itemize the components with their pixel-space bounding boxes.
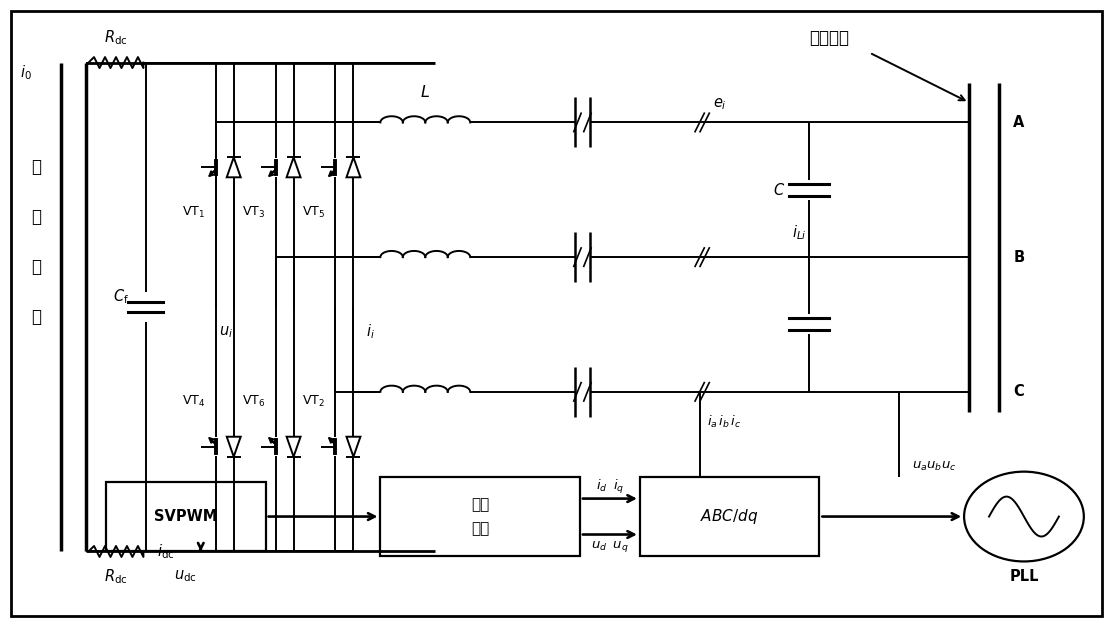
Text: $\mathrm{VT}_5$: $\mathrm{VT}_5$ — [302, 204, 325, 220]
Text: $i_i$: $i_i$ — [366, 323, 375, 341]
Text: 流: 流 — [31, 208, 41, 226]
Text: $R_{\rm dc}$: $R_{\rm dc}$ — [105, 567, 128, 586]
Text: $C_{\rm f}$: $C_{\rm f}$ — [112, 288, 129, 307]
Text: $\mathrm{VT}_4$: $\mathrm{VT}_4$ — [183, 394, 206, 409]
Text: 交流母线: 交流母线 — [809, 29, 849, 46]
Text: $i_{\rm dc}$: $i_{\rm dc}$ — [157, 542, 175, 561]
Text: $u_d\;\;u_q$: $u_d\;\;u_q$ — [591, 539, 629, 554]
Text: $i_0$: $i_0$ — [20, 63, 32, 82]
Text: $\mathrm{VT}_1$: $\mathrm{VT}_1$ — [183, 204, 205, 220]
Text: $\mathrm{VT}_2$: $\mathrm{VT}_2$ — [302, 394, 325, 409]
Text: 线: 线 — [31, 308, 41, 326]
Text: 母: 母 — [31, 258, 41, 276]
Text: $\mathrm{VT}_6$: $\mathrm{VT}_6$ — [242, 394, 265, 409]
Text: $u_i$: $u_i$ — [218, 324, 233, 340]
Text: 直: 直 — [31, 159, 41, 176]
Bar — [106, 482, 266, 552]
Text: SVPWM: SVPWM — [154, 509, 217, 524]
Text: $i_d\;\;i_q$: $i_d\;\;i_q$ — [595, 478, 624, 495]
Polygon shape — [287, 157, 301, 177]
Text: $u_{\rm dc}$: $u_{\rm dc}$ — [175, 569, 197, 584]
Polygon shape — [346, 437, 361, 456]
Text: A: A — [1013, 115, 1025, 130]
Text: $i_{Li}$: $i_{Li}$ — [792, 223, 807, 241]
Text: PLL: PLL — [1009, 569, 1038, 584]
Text: $e_i$: $e_i$ — [712, 97, 727, 112]
Polygon shape — [287, 437, 301, 456]
Text: $R_{\rm dc}$: $R_{\rm dc}$ — [105, 28, 128, 47]
Text: 策略: 策略 — [471, 521, 490, 536]
Text: 控制: 控制 — [471, 497, 490, 512]
Text: $\mathrm{VT}_3$: $\mathrm{VT}_3$ — [243, 204, 265, 220]
Bar — [640, 477, 819, 556]
Text: $u_a u_b u_c$: $u_a u_b u_c$ — [912, 460, 956, 473]
Polygon shape — [227, 157, 240, 177]
Text: $ABC/dq$: $ABC/dq$ — [700, 507, 759, 526]
Polygon shape — [227, 437, 240, 456]
Text: B: B — [1014, 250, 1025, 265]
Bar — [381, 477, 580, 556]
Text: C: C — [1014, 384, 1024, 399]
Text: $C$: $C$ — [774, 182, 786, 198]
Polygon shape — [346, 157, 361, 177]
Text: $i_a\,i_b\,i_c$: $i_a\,i_b\,i_c$ — [708, 414, 742, 430]
Text: $L$: $L$ — [421, 85, 431, 100]
